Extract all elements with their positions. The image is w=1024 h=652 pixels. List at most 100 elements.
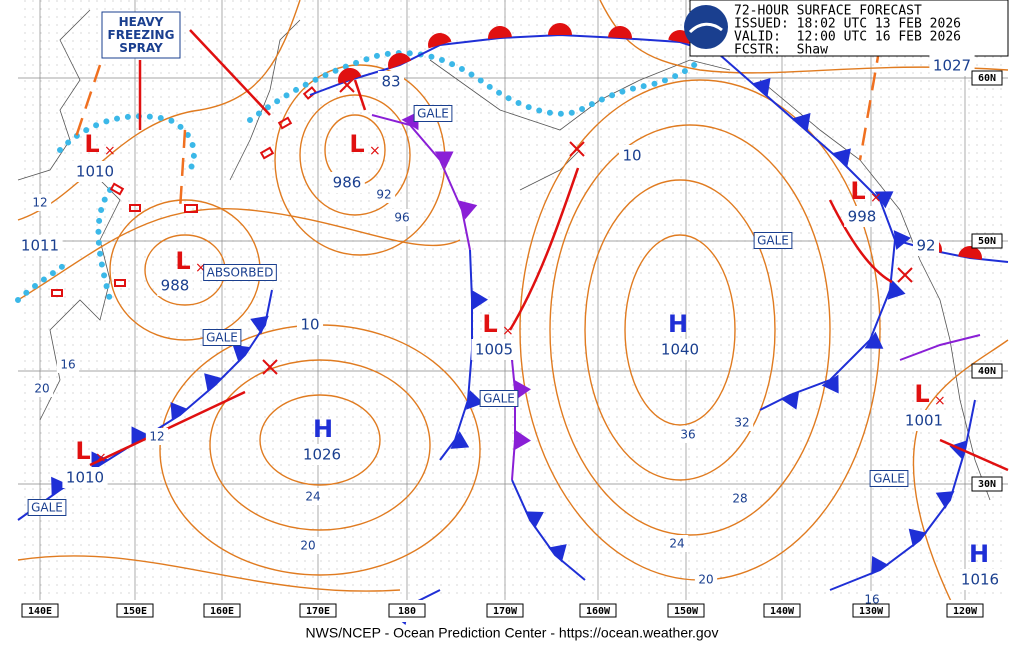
- isobar-label: 12: [149, 430, 164, 444]
- boxed-label-group: 1011: [17, 235, 63, 256]
- latitude-box: [971, 363, 1003, 379]
- longitude-label: 160E: [210, 606, 234, 617]
- longitude-label-group: 120W: [946, 603, 984, 618]
- center-pressure: 1010: [66, 469, 104, 487]
- gale-warning-box: [27, 499, 67, 516]
- latitude-label: 50N: [978, 236, 996, 247]
- isobar-label-box: [301, 488, 325, 505]
- absorbed-label-box: [203, 264, 277, 281]
- isobar-label-box: [665, 535, 689, 552]
- longitude-label-group: 130W: [852, 603, 890, 618]
- center-pressure-box: [657, 339, 703, 360]
- center-pressure: 1005: [475, 341, 513, 359]
- header-valid: VALID: 12:00 UTC 16 FEB 2026: [734, 30, 961, 45]
- gale-warning: GALE: [417, 107, 449, 121]
- boxed-label: 1011: [21, 237, 59, 255]
- isobar-label-group: 20: [694, 571, 718, 588]
- center-x: ×: [369, 143, 381, 159]
- gale-warning-box: [479, 390, 519, 407]
- isobar-label: 20: [34, 382, 49, 396]
- isobar-label-group: 12: [145, 428, 169, 445]
- longitude-label-group: 160E: [203, 603, 241, 618]
- center-x: ×: [934, 393, 946, 409]
- isobar-label-box: [296, 537, 320, 554]
- freezing-spray-boxes: [51, 86, 318, 297]
- latitude-label: 30N: [978, 479, 996, 490]
- center-pressure-group: 1010: [72, 161, 118, 182]
- center-x: ×: [95, 450, 107, 466]
- center-symbol: L: [175, 247, 190, 275]
- isobar-label-group: 24: [301, 488, 325, 505]
- fronts: [17, 23, 1009, 626]
- center-pressure-group: 988: [157, 275, 193, 296]
- longitude-label-group: 140W: [763, 603, 801, 618]
- center-symbol: L: [349, 130, 364, 158]
- isobar-label-group: 24: [665, 535, 689, 552]
- longitude-label: 170W: [493, 606, 518, 617]
- map-background: [18, 0, 1008, 620]
- isobar-label-group: 36: [676, 426, 700, 443]
- center-pressure-box: [471, 339, 517, 360]
- boxed-label-group: 1027: [929, 55, 975, 76]
- center-pressure: 988: [161, 277, 190, 295]
- boxed-label: 10: [300, 316, 319, 334]
- isobar-label-box: [372, 186, 396, 203]
- boxed-label-box: [296, 314, 324, 335]
- center-pressure-group: 1040: [657, 339, 703, 360]
- center-symbol: H: [668, 310, 688, 338]
- center-pressure: 1010: [76, 163, 114, 181]
- center-pressure-box: [957, 569, 1003, 590]
- center-pressure-box: [157, 275, 193, 296]
- isobar-label-box: [390, 209, 414, 226]
- longitude-label: 120W: [953, 606, 978, 617]
- center-symbol: L: [914, 380, 929, 408]
- boxed-label-group: 10: [296, 314, 324, 335]
- latitude-label: 60N: [978, 73, 996, 84]
- longitude-label: 140E: [28, 606, 52, 617]
- isobar-label: 36: [680, 428, 695, 442]
- longitude-label-group: 150W: [667, 603, 705, 618]
- center-pressure-box: [299, 444, 345, 465]
- boxed-label-box: [929, 55, 975, 76]
- isobar-label: 20: [698, 573, 713, 587]
- center-pressure-group: 998: [844, 206, 880, 227]
- longitude-box: [486, 603, 524, 618]
- isobar-label-box: [28, 194, 52, 211]
- boxed-label: 92: [916, 237, 935, 255]
- isobar-label-box: [30, 380, 54, 397]
- isobar-label-box: [730, 414, 754, 431]
- center-x: ×: [104, 143, 116, 159]
- boxed-label-box: [912, 235, 940, 256]
- center-symbol: H: [969, 540, 989, 568]
- center-x: ×: [502, 323, 514, 339]
- longitude-label-group: 150E: [116, 603, 154, 618]
- latitude-label-group: 40N: [971, 363, 1003, 379]
- center-pressure: 986: [333, 174, 362, 192]
- freezing-spray-box: [101, 11, 181, 59]
- longitude-label-group: 160W: [579, 603, 617, 618]
- isobar-label-group: 20: [296, 537, 320, 554]
- isobar-label: 32: [734, 416, 749, 430]
- center-pressure: 1016: [961, 571, 999, 589]
- longitude-label: 140W: [770, 606, 795, 617]
- longitude-label: 180: [398, 606, 416, 617]
- isobar-label-box: [145, 428, 169, 445]
- longitude-label-group: 140E: [21, 603, 59, 618]
- longitude-label: 150W: [674, 606, 699, 617]
- center-pressure: 1040: [661, 341, 699, 359]
- boxed-label-group: 10: [618, 145, 646, 166]
- boxed-label-box: [377, 71, 405, 92]
- longitude-label: 170E: [306, 606, 330, 617]
- center-symbol: L: [84, 130, 99, 158]
- gale-warning-box: [753, 232, 793, 249]
- gale-warning: GALE: [483, 392, 515, 406]
- header-box: [689, 0, 1009, 57]
- longitude-label: 130W: [859, 606, 884, 617]
- isobar-label-box: [694, 571, 718, 588]
- longitude-label-group: 170W: [486, 603, 524, 618]
- boxed-label-group: 83: [377, 71, 405, 92]
- isobar-label-box: [728, 490, 752, 507]
- center-pressure-group: 1016: [957, 569, 1003, 590]
- center-pressure-group: 1005: [471, 339, 517, 360]
- longitude-box: [852, 603, 890, 618]
